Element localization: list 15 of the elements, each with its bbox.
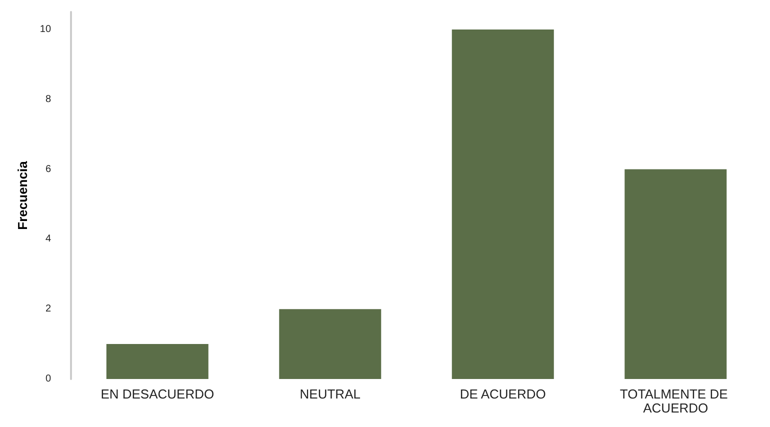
y-tick-label: 2 — [45, 304, 52, 315]
x-tick-label: NEUTRAL — [300, 386, 360, 402]
bar — [452, 29, 554, 379]
y-tick-label: 8 — [45, 94, 52, 105]
y-tick-label: 4 — [45, 234, 52, 245]
bar — [624, 169, 727, 379]
y-tick-label: 0 — [45, 374, 52, 384]
x-tick-label: TOTALMENTE DE ACUERDO — [620, 386, 732, 416]
y-tick-label: 6 — [45, 164, 52, 175]
bar — [106, 344, 208, 379]
x-tick-label: DE ACUERDO — [460, 386, 546, 402]
y-tick-label: 10 — [40, 24, 52, 35]
bar — [279, 309, 382, 379]
x-tick-label: EN DESACUERDO — [100, 386, 214, 402]
y-axis-title: Frecuencia — [15, 160, 30, 230]
